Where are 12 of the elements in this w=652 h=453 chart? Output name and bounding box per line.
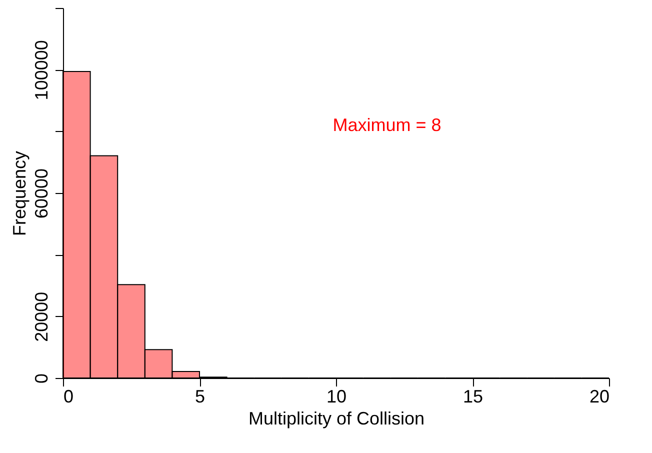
x-tick-label: 0 bbox=[64, 386, 74, 406]
x-tick-label: 5 bbox=[194, 386, 206, 406]
y-tick-label: 100000 bbox=[32, 40, 52, 100]
x-tick-label: 15 bbox=[462, 386, 484, 406]
y-tick-label: 60000 bbox=[32, 168, 52, 219]
annotation: Maximum = 8 bbox=[332, 115, 442, 135]
x-tick-label: 10 bbox=[326, 386, 347, 406]
x-axis-title: Multiplicity of Collision bbox=[248, 408, 425, 428]
x-tick-label: 20 bbox=[589, 386, 610, 406]
y-tick-label: 0 bbox=[32, 373, 52, 384]
y-axis-title: Frequency bbox=[10, 150, 30, 236]
y-tick-label: 20000 bbox=[32, 292, 52, 342]
